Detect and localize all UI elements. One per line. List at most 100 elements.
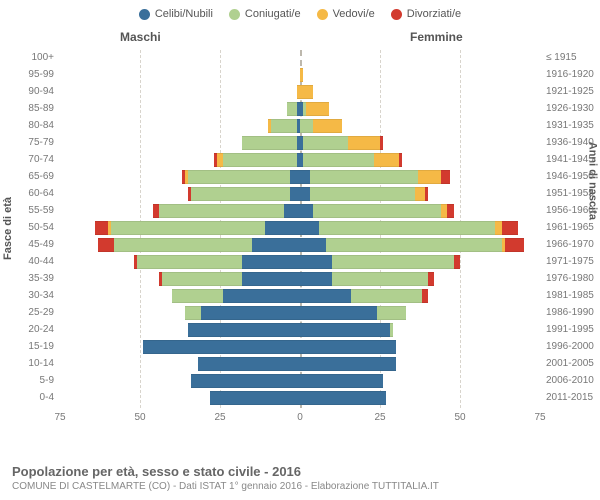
bar-segment <box>300 204 313 218</box>
bar-female <box>300 204 454 218</box>
pyramid-row: 20-241991-1995 <box>60 322 540 339</box>
age-label: 50-54 <box>4 222 54 233</box>
bar-segment <box>265 221 300 235</box>
bar-segment <box>351 289 421 303</box>
birth-year-label: 2006-2010 <box>546 375 600 386</box>
pyramid-row: 100+≤ 1915 <box>60 50 540 67</box>
bar-segment <box>98 238 114 252</box>
bar-segment <box>137 255 243 269</box>
birth-year-label: 1956-1960 <box>546 205 600 216</box>
birth-year-label: 1921-1925 <box>546 86 600 97</box>
age-label: 60-64 <box>4 188 54 199</box>
birth-year-label: 1981-1985 <box>546 290 600 301</box>
pyramid-row: 85-891926-1930 <box>60 101 540 118</box>
bar-female <box>300 85 313 99</box>
bar-male <box>134 255 300 269</box>
pyramid-row: 0-42011-2015 <box>60 390 540 407</box>
legend-label: Celibi/Nubili <box>155 8 213 20</box>
birth-year-label: 1961-1965 <box>546 222 600 233</box>
bar-segment <box>185 306 201 320</box>
legend-swatch-coniugati <box>229 9 240 20</box>
bar-female <box>300 187 428 201</box>
x-axis: 7550250255075 <box>60 408 540 428</box>
legend-item: Coniugati/e <box>229 8 301 20</box>
bar-segment <box>300 85 313 99</box>
bar-segment <box>332 255 454 269</box>
bar-segment <box>390 323 393 337</box>
bar-segment <box>290 187 300 201</box>
bar-segment <box>284 204 300 218</box>
bar-segment <box>242 255 300 269</box>
legend: Celibi/Nubili Coniugati/e Vedovi/e Divor… <box>0 0 600 24</box>
bar-male <box>95 221 300 235</box>
bar-segment <box>502 221 518 235</box>
x-tick-label: 75 <box>534 412 545 423</box>
bar-male <box>210 391 300 405</box>
bar-female <box>300 272 434 286</box>
bar-segment <box>111 221 265 235</box>
header-male: Maschi <box>120 30 161 44</box>
age-label: 10-14 <box>4 358 54 369</box>
bar-female <box>300 238 524 252</box>
legend-label: Divorziati/e <box>407 8 461 20</box>
bar-segment <box>223 153 297 167</box>
legend-item: Celibi/Nubili <box>139 8 213 20</box>
bar-segment <box>300 221 319 235</box>
legend-label: Vedovi/e <box>333 8 375 20</box>
bar-female <box>300 357 396 371</box>
bar-segment <box>418 170 440 184</box>
bar-segment <box>242 272 300 286</box>
bar-segment <box>191 187 290 201</box>
age-label: 75-79 <box>4 137 54 148</box>
birth-year-label: 1936-1940 <box>546 137 600 148</box>
bar-segment <box>415 187 425 201</box>
bar-segment <box>300 374 383 388</box>
bar-segment <box>242 136 296 150</box>
bar-male <box>242 136 300 150</box>
bar-male <box>143 340 300 354</box>
bar-segment <box>162 272 242 286</box>
birth-year-label: 1946-1950 <box>546 171 600 182</box>
bar-segment <box>319 221 495 235</box>
birth-year-label: ≤ 1915 <box>546 52 600 63</box>
bar-male <box>214 153 300 167</box>
bar-segment <box>95 221 108 235</box>
footer-title: Popolazione per età, sesso e stato civil… <box>12 464 439 479</box>
age-label: 45-49 <box>4 239 54 250</box>
chart-area: Fasce di età Anni di nascita 100+≤ 19159… <box>0 50 600 440</box>
bar-male <box>188 323 300 337</box>
bar-segment <box>188 323 300 337</box>
birth-year-label: 1926-1930 <box>546 103 600 114</box>
bar-segment <box>300 187 310 201</box>
pyramid-row: 55-591956-1960 <box>60 203 540 220</box>
age-label: 25-29 <box>4 307 54 318</box>
bar-male <box>188 187 300 201</box>
pyramid-row: 50-541961-1965 <box>60 220 540 237</box>
x-tick-label: 25 <box>214 412 225 423</box>
bar-female <box>300 374 383 388</box>
bar-segment <box>303 136 348 150</box>
plot-region: 100+≤ 191595-991916-192090-941921-192585… <box>60 50 540 424</box>
bar-male <box>159 272 300 286</box>
bar-female <box>300 255 460 269</box>
birth-year-label: 1986-1990 <box>546 307 600 318</box>
age-label: 70-74 <box>4 154 54 165</box>
birth-year-label: 1991-1995 <box>546 324 600 335</box>
birth-year-label: 1971-1975 <box>546 256 600 267</box>
bar-segment <box>300 170 310 184</box>
bar-segment <box>454 255 460 269</box>
x-tick-label: 75 <box>54 412 65 423</box>
bar-segment <box>310 187 416 201</box>
bar-segment <box>191 374 300 388</box>
bar-segment <box>300 340 396 354</box>
age-label: 30-34 <box>4 290 54 301</box>
pyramid-row: 95-991916-1920 <box>60 67 540 84</box>
birth-year-label: 1976-1980 <box>546 273 600 284</box>
age-label: 85-89 <box>4 103 54 114</box>
bar-segment <box>310 170 419 184</box>
bar-segment <box>300 306 377 320</box>
pyramid-row: 80-841931-1935 <box>60 118 540 135</box>
legend-label: Coniugati/e <box>245 8 301 20</box>
bar-segment <box>290 170 300 184</box>
bar-female <box>300 323 393 337</box>
